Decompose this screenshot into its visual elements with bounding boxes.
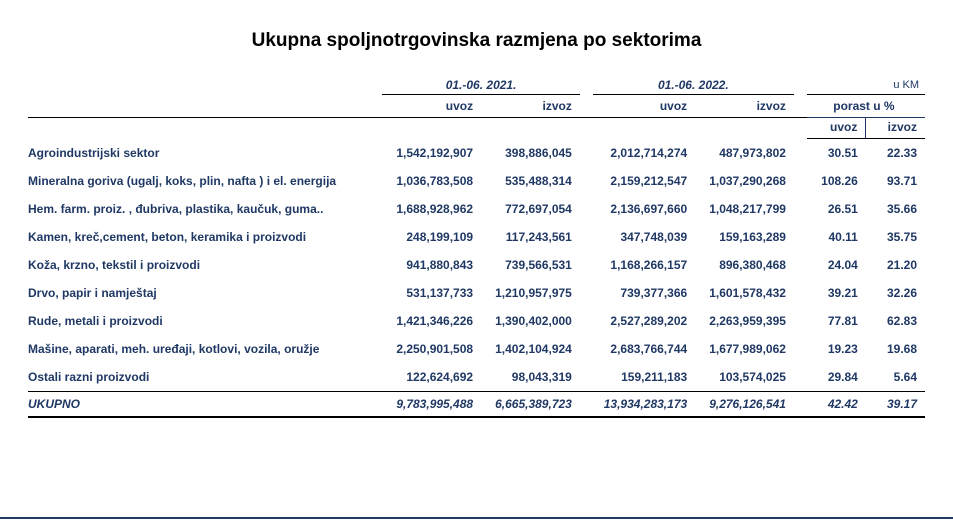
sector-name: Ostali razni proizvodi xyxy=(28,363,382,392)
table-row: Drvo, papir i namještaj531,137,7331,210,… xyxy=(28,279,925,307)
total-row: UKUPNO9,783,995,4886,665,389,723 13,934,2… xyxy=(28,392,925,418)
sector-name: Hem. farm. proiz. , đubriva, plastika, k… xyxy=(28,195,382,223)
izvoz-2022: 1,601,578,432 xyxy=(695,279,794,307)
uvoz-2021: 1,421,346,226 xyxy=(382,307,481,335)
uvoz-2022: 2,159,212,547 xyxy=(593,167,695,195)
col-pct-izvoz: izvoz xyxy=(866,118,925,139)
uvoz-2022: 2,683,766,744 xyxy=(593,335,695,363)
header-label-row: uvoz izvoz uvoz izvoz porast u % xyxy=(28,95,925,118)
pct-uvoz: 30.51 xyxy=(807,139,866,168)
uvoz-2021: 531,137,733 xyxy=(382,279,481,307)
uvoz-2021: 2,250,901,508 xyxy=(382,335,481,363)
pct-uvoz: 108.26 xyxy=(807,167,866,195)
header-period-row: 01.-06. 2021. 01.-06. 2022. u KM xyxy=(28,78,925,95)
total-label: UKUPNO xyxy=(28,392,382,418)
pct-izvoz: 35.66 xyxy=(866,195,925,223)
uvoz-2021: 1,036,783,508 xyxy=(382,167,481,195)
table-row: Mineralna goriva (ugalj, koks, plin, naf… xyxy=(28,167,925,195)
sector-name: Koža, krzno, tekstil i proizvodi xyxy=(28,251,382,279)
uvoz-2022: 2,527,289,202 xyxy=(593,307,695,335)
total-izvoz-2022: 9,276,126,541 xyxy=(695,392,794,418)
col-uvoz-22: uvoz xyxy=(593,95,695,118)
uvoz-2021: 1,542,192,907 xyxy=(382,139,481,168)
pct-izvoz: 22.33 xyxy=(866,139,925,168)
total-pct-uvoz: 42.42 xyxy=(807,392,866,418)
izvoz-2021: 739,566,531 xyxy=(481,251,580,279)
trade-table: 01.-06. 2021. 01.-06. 2022. u KM uvoz iz… xyxy=(28,78,925,418)
izvoz-2022: 2,263,959,395 xyxy=(695,307,794,335)
pct-uvoz: 40.11 xyxy=(807,223,866,251)
table-row: Kamen, kreč,cement, beton, keramika i pr… xyxy=(28,223,925,251)
sector-name: Rude, metali i proizvodi xyxy=(28,307,382,335)
table-row: Mašine, aparati, meh. uređaji, kotlovi, … xyxy=(28,335,925,363)
uvoz-2022: 739,377,366 xyxy=(593,279,695,307)
total-uvoz-2022: 13,934,283,173 xyxy=(593,392,695,418)
period-2021: 01.-06. 2021. xyxy=(382,78,580,95)
table-row: Ostali razni proizvodi122,624,69298,043,… xyxy=(28,363,925,392)
uvoz-2022: 159,211,183 xyxy=(593,363,695,392)
currency-note: u KM xyxy=(807,78,925,95)
pct-uvoz: 26.51 xyxy=(807,195,866,223)
izvoz-2021: 117,243,561 xyxy=(481,223,580,251)
table-row: Hem. farm. proiz. , đubriva, plastika, k… xyxy=(28,195,925,223)
izvoz-2022: 1,048,217,799 xyxy=(695,195,794,223)
uvoz-2022: 2,012,714,274 xyxy=(593,139,695,168)
page-title: Ukupna spoljnotrgovinska razmjena po sek… xyxy=(28,30,925,52)
uvoz-2021: 941,880,843 xyxy=(382,251,481,279)
sector-name: Mašine, aparati, meh. uređaji, kotlovi, … xyxy=(28,335,382,363)
izvoz-2022: 896,380,468 xyxy=(695,251,794,279)
izvoz-2021: 98,043,319 xyxy=(481,363,580,392)
izvoz-2021: 1,390,402,000 xyxy=(481,307,580,335)
pct-izvoz: 93.71 xyxy=(866,167,925,195)
izvoz-2022: 103,574,025 xyxy=(695,363,794,392)
table-row: Agroindustrijski sektor1,542,192,907398,… xyxy=(28,139,925,168)
izvoz-2021: 1,210,957,975 xyxy=(481,279,580,307)
izvoz-2022: 1,677,989,062 xyxy=(695,335,794,363)
pct-izvoz: 19.68 xyxy=(866,335,925,363)
izvoz-2021: 772,697,054 xyxy=(481,195,580,223)
sector-name: Drvo, papir i namještaj xyxy=(28,279,382,307)
pct-uvoz: 24.04 xyxy=(807,251,866,279)
pct-uvoz: 77.81 xyxy=(807,307,866,335)
pct-izvoz: 21.20 xyxy=(866,251,925,279)
izvoz-2021: 1,402,104,924 xyxy=(481,335,580,363)
pct-izvoz: 5.64 xyxy=(866,363,925,392)
sector-name: Agroindustrijski sektor xyxy=(28,139,382,168)
total-uvoz-2021: 9,783,995,488 xyxy=(382,392,481,418)
col-uvoz-21: uvoz xyxy=(382,95,481,118)
pct-uvoz: 29.84 xyxy=(807,363,866,392)
total-pct-izvoz: 39.17 xyxy=(866,392,925,418)
izvoz-2021: 535,488,314 xyxy=(481,167,580,195)
uvoz-2022: 1,168,266,157 xyxy=(593,251,695,279)
pct-uvoz: 39.21 xyxy=(807,279,866,307)
uvoz-2021: 248,199,109 xyxy=(382,223,481,251)
pct-izvoz: 62.83 xyxy=(866,307,925,335)
col-pct-uvoz: uvoz xyxy=(807,118,866,139)
izvoz-2022: 159,163,289 xyxy=(695,223,794,251)
col-izvoz-22: izvoz xyxy=(695,95,794,118)
footer-rule xyxy=(0,517,953,519)
uvoz-2021: 122,624,692 xyxy=(382,363,481,392)
sector-name: Mineralna goriva (ugalj, koks, plin, naf… xyxy=(28,167,382,195)
total-izvoz-2021: 6,665,389,723 xyxy=(481,392,580,418)
sector-name: Kamen, kreč,cement, beton, keramika i pr… xyxy=(28,223,382,251)
table-row: Koža, krzno, tekstil i proizvodi941,880,… xyxy=(28,251,925,279)
izvoz-2022: 487,973,802 xyxy=(695,139,794,168)
izvoz-2022: 1,037,290,268 xyxy=(695,167,794,195)
izvoz-2021: 398,886,045 xyxy=(481,139,580,168)
period-2022: 01.-06. 2022. xyxy=(593,78,794,95)
pct-izvoz: 32.26 xyxy=(866,279,925,307)
uvoz-2021: 1,688,928,962 xyxy=(382,195,481,223)
page: Ukupna spoljnotrgovinska razmjena po sek… xyxy=(0,0,953,531)
uvoz-2022: 2,136,697,660 xyxy=(593,195,695,223)
uvoz-2022: 347,748,039 xyxy=(593,223,695,251)
header-sub-row: uvoz izvoz xyxy=(28,118,925,139)
table-row: Rude, metali i proizvodi1,421,346,2261,3… xyxy=(28,307,925,335)
pct-uvoz: 19.23 xyxy=(807,335,866,363)
pct-izvoz: 35.75 xyxy=(866,223,925,251)
col-izvoz-21: izvoz xyxy=(481,95,580,118)
col-porast: porast u % xyxy=(807,95,925,118)
